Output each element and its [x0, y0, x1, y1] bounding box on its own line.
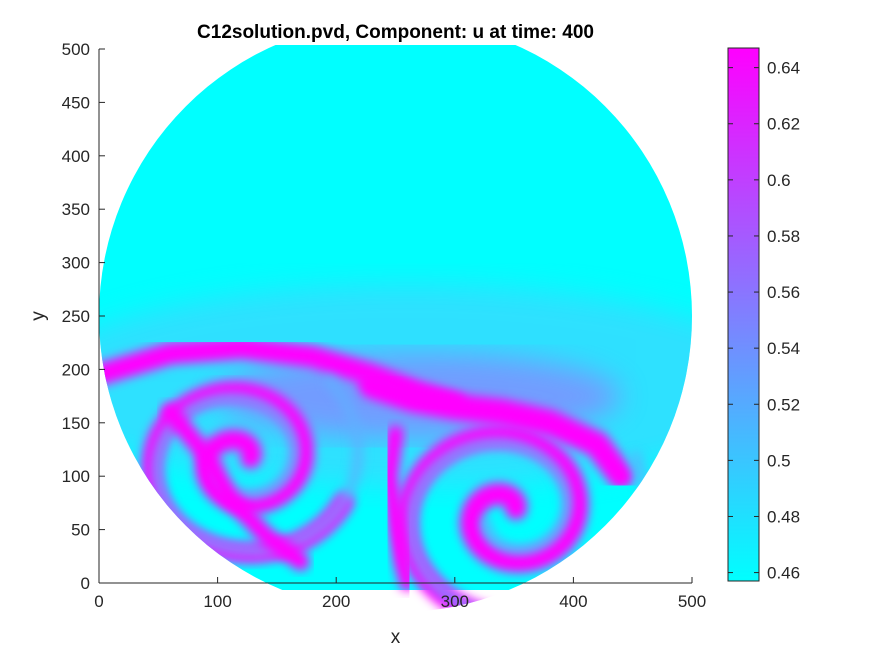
x-tick-label: 500	[678, 592, 706, 611]
colorbar-tick-label: 0.64	[767, 59, 800, 78]
y-tick-label: 450	[62, 93, 90, 112]
colorbar-tick-label: 0.6	[767, 171, 791, 190]
x-axis-label: x	[391, 627, 401, 648]
y-tick-label: 100	[62, 467, 90, 486]
y-tick-label: 200	[62, 360, 90, 379]
colorbar-tick-label: 0.48	[767, 507, 800, 526]
x-tick-label: 200	[322, 592, 350, 611]
spiral-arm-left-halo	[150, 374, 365, 558]
y-tick-label: 350	[62, 200, 90, 219]
x-tick-label: 400	[559, 592, 587, 611]
colorbar-gradient	[727, 47, 760, 582]
axes: 0 100 200 300 400 500 0 50 100 150 200 250 300 350 40…	[62, 40, 707, 611]
y-tick-label: 150	[62, 414, 90, 433]
colorbar-tick-label: 0.52	[767, 395, 800, 414]
chart-title: C12solution.pvd, Component: u at time: 4…	[197, 22, 594, 43]
x-tick-label: 100	[203, 592, 231, 611]
colorbar: 0.46 0.48 0.5 0.52 0.54 0.56 0.58 0.6 0.62 0.64	[727, 47, 800, 583]
spiral-tail-right	[381, 425, 416, 591]
y-tick-label: 300	[62, 254, 90, 273]
colorbar-tick-label: 0.5	[767, 451, 791, 470]
spiral-tail-left	[161, 403, 310, 571]
y-tick-label: 250	[62, 307, 90, 326]
y-tick-label: 500	[62, 40, 90, 59]
colorbar-tick-label: 0.62	[767, 115, 800, 134]
field	[99, 45, 692, 613]
colorbar-tick-label: 0.56	[767, 283, 800, 302]
y-axis-label: y	[28, 311, 49, 321]
field-layers	[99, 283, 692, 613]
x-ticks: 0 100 200 300 400 500	[94, 577, 706, 611]
colorbar-tick-label: 0.54	[767, 339, 800, 358]
x-tick-label: 0	[94, 592, 103, 611]
y-tick-label: 0	[81, 574, 90, 593]
field-band	[358, 372, 634, 490]
colorbar-tick-label: 0.58	[767, 227, 800, 246]
colorbar-ticks: 0.46 0.48 0.5 0.52 0.54 0.56 0.58 0.6 0.62 0.64	[728, 59, 800, 583]
y-ticks: 0 50 100 150 200 250 300 350 400 450 500	[62, 40, 105, 593]
y-tick-label: 400	[62, 147, 90, 166]
x-tick-label: 300	[441, 592, 469, 611]
spiral-arm-right-halo	[404, 437, 652, 613]
colorbar-tick-label: 0.46	[767, 564, 800, 583]
y-tick-label: 50	[71, 521, 90, 540]
